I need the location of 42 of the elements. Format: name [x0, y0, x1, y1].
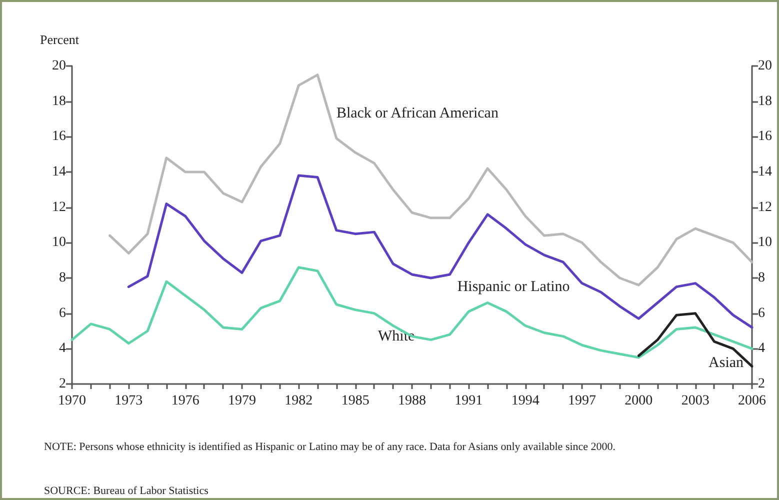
x-tick-label: 2003	[681, 394, 710, 408]
y-tick-label: 18	[52, 94, 66, 109]
series-label: Black or African American	[336, 106, 499, 122]
x-tick-label: 1994	[511, 394, 540, 408]
y-tick-label: 20	[52, 58, 66, 74]
y-tick-label: 16	[52, 129, 66, 144]
y-axis-title: Percent	[40, 32, 80, 47]
y-tick-label: 2	[59, 376, 66, 392]
x-tick-label: 1985	[341, 394, 370, 408]
y2-tick-label: 16	[758, 129, 772, 144]
line-series	[127, 174, 754, 329]
x-tick-label: 1997	[568, 394, 596, 408]
x-tick-label: 1991	[454, 394, 483, 408]
series-label: Hispanic or Latino	[457, 278, 570, 295]
y2-tick-label: 18	[758, 94, 772, 109]
x-tick-label: 2006	[738, 394, 766, 408]
x-tick-label: 2000	[624, 394, 653, 408]
y2-tick-label: 8	[758, 270, 765, 286]
source-note: SOURCE: Bureau of Labor Statistics	[44, 485, 208, 497]
y2-tick-label: 20	[758, 58, 772, 74]
y2-tick-label: 6	[758, 306, 765, 321]
y2-tick-label: 14	[758, 164, 772, 180]
line-series	[70, 266, 754, 359]
line-series	[637, 312, 754, 368]
y2-tick-label: 10	[758, 235, 772, 250]
y-tick-label: 8	[59, 270, 66, 286]
x-tick-label: 1970	[58, 394, 86, 408]
y2-tick-label: 4	[758, 341, 765, 356]
text: NOTE: Persons whose ethnicity is identified as Hispanic or Latino may be of any race. Data for Asians only available since 2000.	[44, 441, 616, 453]
y-tick-label: 10	[52, 235, 66, 250]
y2-tick-label: 12	[758, 200, 772, 215]
x-tick-label: 1973	[114, 394, 143, 408]
x-tick-label: 1976	[171, 394, 200, 408]
y-tick-label: 4	[59, 341, 66, 356]
y2-tick-label: 2	[758, 376, 765, 392]
y-tick-label: 14	[52, 164, 66, 180]
x-tick-label: 1982	[284, 394, 313, 408]
y-tick-label: 6	[59, 306, 66, 321]
x-tick-label: 1979	[228, 394, 256, 408]
y-tick-label: 12	[52, 200, 66, 215]
series-label: Asian	[708, 354, 744, 371]
x-tick-label: 1988	[398, 394, 426, 408]
